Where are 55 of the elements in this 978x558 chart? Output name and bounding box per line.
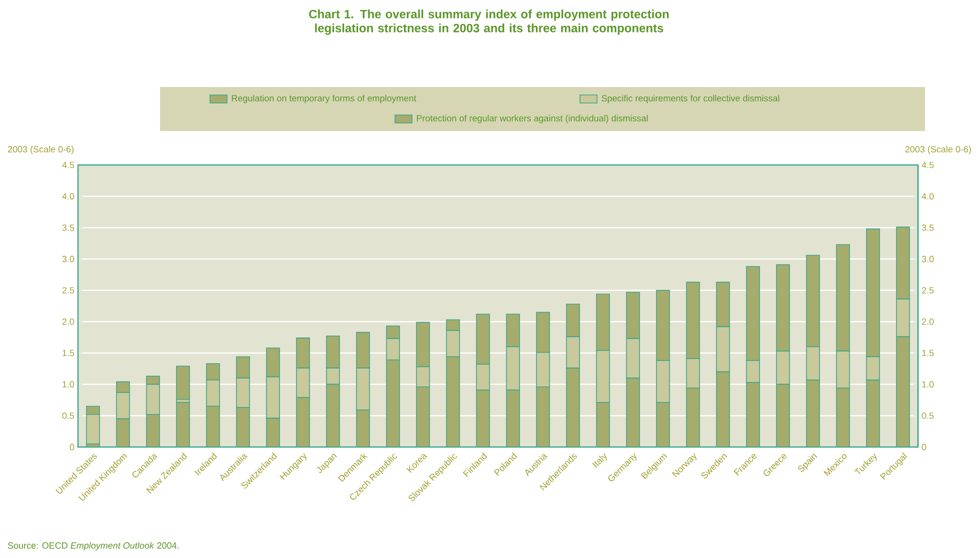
source-note: Source: OECD Employment Outlook 2004.	[8, 542, 178, 550]
bar	[176, 402, 190, 447]
bar	[236, 407, 250, 447]
y-tick-label: 3.5	[62, 224, 74, 231]
bar	[866, 380, 880, 447]
bar	[596, 402, 610, 447]
bar	[686, 388, 700, 447]
y-tick-label: 3.0	[62, 256, 74, 262]
bar	[746, 382, 760, 447]
bar	[326, 384, 340, 447]
y2-tick-label: 3.5	[922, 224, 934, 231]
y-tick-label: 1.0	[62, 381, 74, 388]
y2-tick-label: 1.5	[922, 350, 934, 356]
bar	[656, 402, 670, 447]
y-tick-label: 0.5	[62, 412, 74, 419]
legend-label: Protection of regular workers against (individual) dismissal	[416, 114, 648, 124]
bar	[896, 336, 910, 447]
y2-tick-label: 4.0	[922, 193, 934, 200]
bar	[506, 390, 520, 447]
bar	[536, 386, 550, 447]
bar	[716, 371, 730, 447]
y-tick-label: 0	[70, 444, 74, 450]
bar	[626, 378, 640, 447]
y-axis-title: 2003 (Scale 0-6)	[8, 146, 74, 154]
y2-tick-label: 0.5	[922, 412, 934, 419]
bar	[386, 359, 400, 447]
y2-tick-label: 3.0	[922, 256, 934, 262]
bar	[296, 397, 310, 447]
bar	[116, 418, 130, 447]
bar	[836, 388, 850, 447]
bar	[266, 418, 280, 447]
y2-tick-label: 4.5	[922, 162, 934, 168]
bar	[176, 366, 190, 400]
y2-tick-label: 2.0	[922, 318, 934, 325]
bar	[206, 406, 220, 447]
y2-tick-label: 2.5	[922, 287, 934, 294]
bar	[806, 380, 820, 447]
legend-label: Regulation on temporary forms of employment	[232, 94, 416, 104]
y2-tick-label: 0	[922, 444, 926, 450]
x-tick-label: Italy	[592, 453, 607, 468]
y-tick-label: 4.0	[62, 193, 74, 200]
bar	[776, 384, 790, 447]
y-tick-label: 1.5	[62, 350, 74, 356]
chart-title: Chart 1. The overall summary index of employment protection legislation strictness in 2003 and its three main components	[309, 10, 669, 35]
y-tick-label: 4.5	[62, 162, 74, 168]
bar	[416, 386, 430, 447]
bar	[446, 356, 460, 447]
y2-tick-label: 1.0	[922, 381, 934, 388]
bar	[566, 368, 580, 447]
bar	[476, 390, 490, 447]
legend-label: Specific requirements for collective dismissal	[602, 94, 780, 104]
bar	[356, 410, 370, 447]
y2-axis-title: 2003 (Scale 0-6)	[905, 146, 971, 154]
y-tick-label: 2.0	[62, 318, 74, 325]
y-tick-label: 2.5	[62, 287, 74, 294]
